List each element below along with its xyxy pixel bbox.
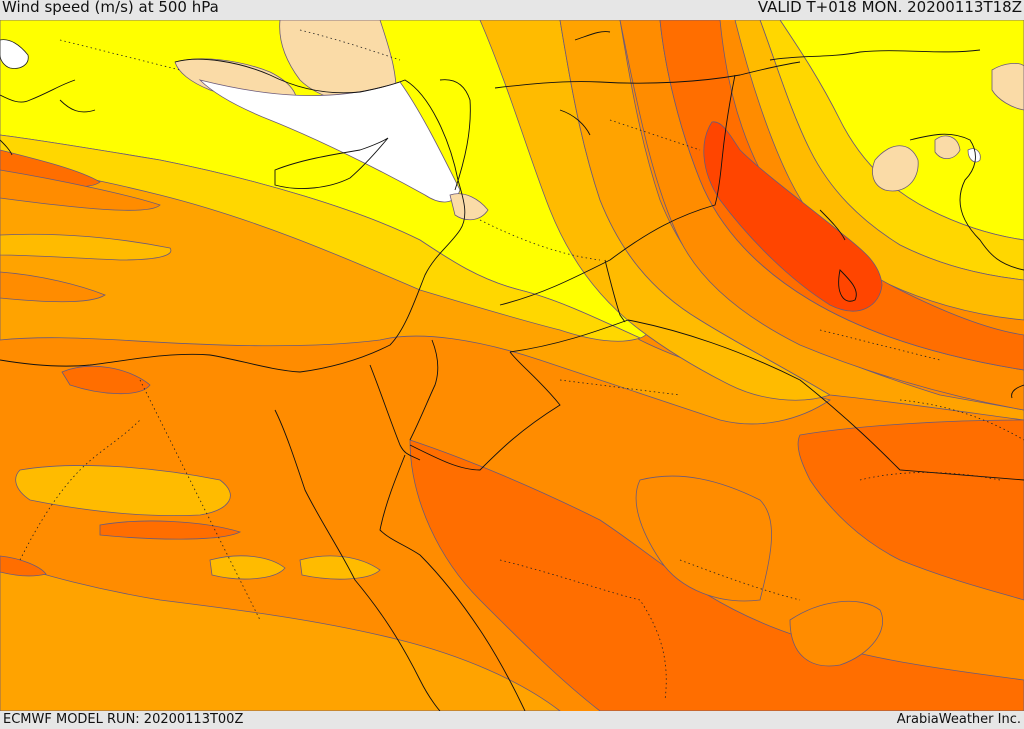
jet-core-max: [703, 121, 883, 312]
band-amber-west-2: [0, 233, 172, 261]
map-footer: ECMWF MODEL RUN: 20200113T00Z ArabiaWeat…: [0, 711, 1024, 729]
coastlines: [0, 31, 1024, 711]
map-header: Wind speed (m/s) at 500 hPa VALID T+018 …: [0, 0, 1024, 20]
band-amber-west-4: [299, 555, 381, 580]
band-orange-dark-east: [797, 419, 1024, 601]
model-run: ECMWF MODEL RUN: 20200113T00Z: [3, 712, 244, 727]
band-gold-west: [0, 134, 642, 342]
valid-time: VALID T+018 MON. 20200113T18Z: [757, 0, 1022, 16]
streak-orange-dark-west-4: [61, 365, 151, 395]
area-peach-coast: [449, 193, 489, 221]
band-amber-west-1: [15, 465, 231, 517]
band-orange-light-southwest: [0, 559, 561, 711]
admin-boundaries: [19, 29, 1024, 701]
area-peach-east-1: [872, 145, 919, 192]
streak-orange-west-3: [0, 271, 106, 303]
band-amber-west-3: [209, 555, 286, 580]
credit: ArabiaWeather Inc.: [896, 712, 1021, 727]
political-borders: [369, 61, 1024, 481]
streak-orange-west-2: [0, 169, 161, 211]
area-peach-east-3: [934, 135, 961, 159]
band-orange-east-inner: [635, 475, 772, 602]
wind-speed-map-svg: [0, 20, 1024, 711]
wind-speed-map: [0, 20, 1024, 711]
streak-orange-dark-west-5: [99, 520, 242, 540]
area-peach-east-2: [991, 62, 1024, 111]
band-orange-southeast-blob: [789, 600, 883, 667]
streak-orange-dark-west-6: [0, 555, 47, 577]
map-title: Wind speed (m/s) at 500 hPa: [2, 0, 219, 16]
band-orange-dark-southeast: [409, 439, 1024, 711]
area-white-northwest-island: [0, 39, 29, 69]
